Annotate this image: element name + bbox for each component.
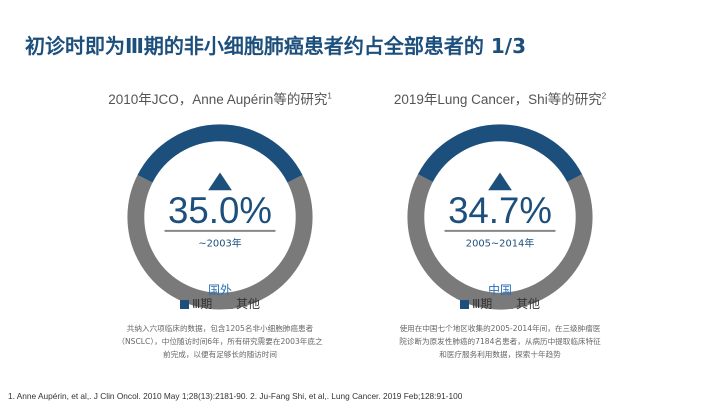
subtitle-text: 2019年Lung Cancer，Shi等的研究: [393, 92, 602, 107]
legend-swatch-stage3: [459, 300, 469, 309]
subtitle-text: 2010年JCO，Anne Aupérin等的研究: [108, 92, 328, 107]
legend-item-others: 其他: [224, 297, 260, 311]
legend-label-others: 其他: [516, 297, 541, 311]
slice-others: [127, 174, 313, 310]
triangle-up-icon: [208, 172, 232, 191]
center-percent-label: 35.0%: [168, 190, 272, 231]
period-label: 2005~2014年: [466, 237, 535, 250]
legend: Ⅲ期 其他: [95, 295, 345, 312]
legend-label-others: 其他: [236, 297, 261, 311]
region-label: 国外: [208, 283, 232, 297]
region-label: 中国: [488, 283, 512, 297]
reference-mark: 1: [327, 91, 332, 101]
legend-swatch-others: [504, 300, 514, 309]
page-title: 初诊时即为Ⅲ期的非小细胞肺癌患者约占全部患者的 1/3: [25, 34, 527, 58]
slice-others: [407, 174, 593, 310]
references-footnote: 1. Anne Aupérin, et al,. J Clin Oncol. 2…: [8, 391, 463, 401]
center-percent-label: 34.7%: [448, 190, 552, 231]
slice-stage3: [137, 124, 303, 183]
chart-subtitle: 2010年JCO，Anne Aupérin等的研究1: [95, 88, 345, 108]
legend-item-stage3: Ⅲ期: [179, 297, 213, 311]
legend-swatch-others: [224, 300, 234, 309]
reference-mark: 2: [601, 91, 607, 101]
legend-item-others: 其他: [504, 297, 540, 311]
period-label: ~2003年: [198, 237, 241, 250]
legend-swatch-stage3: [179, 300, 189, 309]
legend: Ⅲ期 其他: [375, 295, 625, 312]
legend-item-stage3: Ⅲ期: [459, 297, 493, 311]
legend-label-stage3: Ⅲ期: [191, 297, 213, 311]
panel-right-study: 2019年Lung Cancer，Shi等的研究2 34.7% 2005~2014…: [375, 80, 625, 365]
triangle-up-icon: [488, 172, 512, 191]
panel-left-study: 2010年JCO，Anne Aupérin等的研究1 35.0% ~2003年 国外…: [95, 80, 345, 365]
legend-label-stage3: Ⅲ期: [471, 297, 493, 311]
chart-subtitle: 2019年Lung Cancer，Shi等的研究2: [375, 88, 625, 108]
study-description: 共纳入六项临床的数据，包含1205名非小细胞肺癌患者（NSCLC），中位随访时间…: [117, 324, 323, 359]
study-description: 使用在中国七个地区收集的2005-2014年间，在三级肿瘤医院诊断为原发性肺癌的…: [399, 324, 601, 359]
slice-stage3: [417, 124, 583, 183]
